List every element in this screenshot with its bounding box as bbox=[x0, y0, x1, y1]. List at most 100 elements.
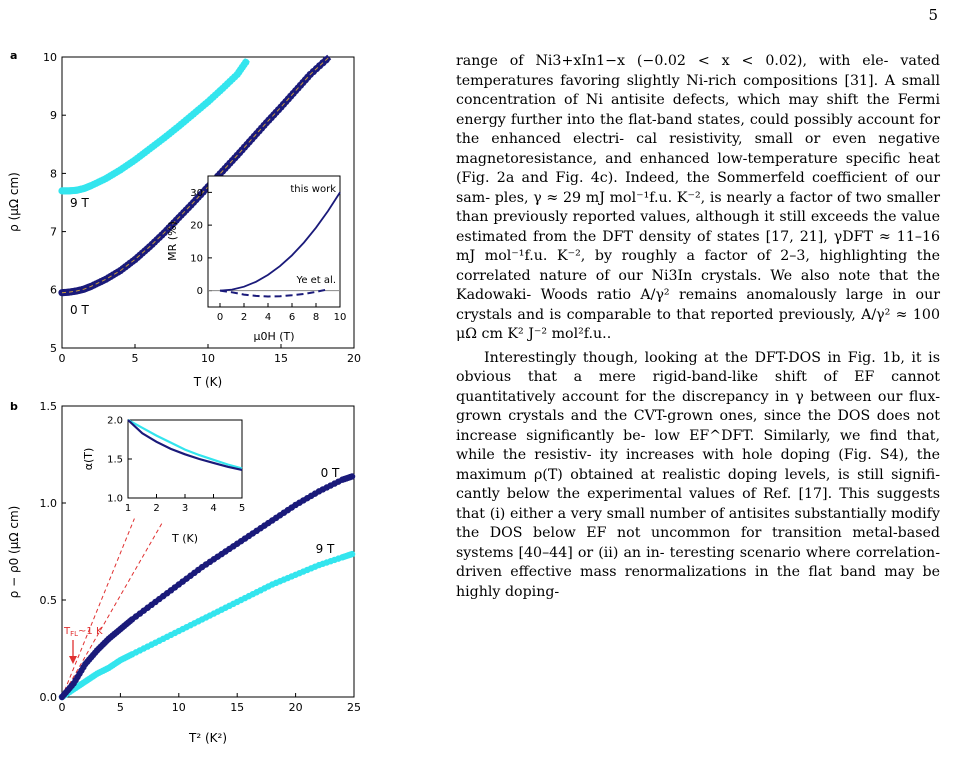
paragraph-2-line: cantly below the experimental values of … bbox=[456, 486, 877, 502]
panel-a-x-tick-label: 5 bbox=[132, 352, 139, 365]
paragraph-1-line: may shift the Fermi energy further into … bbox=[456, 92, 940, 128]
panel-a-inset-xlabel: μ0H (T) bbox=[253, 330, 294, 343]
panel-a-y-tick-label: 5 bbox=[50, 342, 57, 355]
panel-a-ylabel: ρ (μΩ cm) bbox=[7, 172, 21, 232]
paragraph-2-line: γ between our flux-grown crystals and th… bbox=[456, 388, 940, 425]
paragraph-1-line: states [17, 21], γDFT ≈ 11–16 mJ mol⁻¹f.… bbox=[456, 228, 941, 265]
panel-b-y-tick-label: 1.0 bbox=[40, 497, 58, 510]
paragraph-2-line: Interestingly though, looking at the DFT… bbox=[484, 349, 848, 366]
paragraph-1-line: vated temperatures favoring slightly Ni-… bbox=[456, 53, 940, 89]
panel-b-x-tick-label: 20 bbox=[289, 701, 303, 714]
panel-a-inset-y-tick-label: 30 bbox=[190, 188, 203, 199]
panel-a-xlabel: T (K) bbox=[193, 375, 222, 389]
panel-a-inset-x-tick-label: 4 bbox=[265, 312, 271, 323]
panel-b-0T-line bbox=[60, 473, 355, 699]
paragraph-2-line: low EF^DFT. Similarly, we find that, whi… bbox=[456, 427, 940, 464]
panel-a-y-tick-label: 9 bbox=[50, 109, 57, 122]
paragraph-2-line: EF cannot quantitatively account for the… bbox=[456, 369, 940, 405]
paragraph-2-line: renormalizations in the flat band may be… bbox=[456, 564, 941, 600]
panel-b-label: b bbox=[10, 400, 18, 413]
panel-b-inset-y-tick-label: 1.5 bbox=[107, 455, 123, 466]
paragraph-1-line: range of Ni3+xIn1−x (−0.02 < x < 0.02), … bbox=[456, 53, 901, 69]
panel-a-x-tick-label: 15 bbox=[274, 352, 288, 365]
panel-a-label-0T: 0 T bbox=[70, 303, 89, 317]
panel-a-inset-x-tick-label: 2 bbox=[241, 312, 247, 323]
paragraph-1-line: [31]. A small concentration of Ni antisi… bbox=[456, 72, 941, 109]
panel-b-label-0T: 0 T bbox=[321, 466, 340, 480]
paragraph-2-line: ρ(T) obtained at realistic doping levels… bbox=[533, 466, 940, 483]
paragraph-1: range of Ni3+xIn1−x (−0.02 < x < 0.02), … bbox=[456, 52, 940, 345]
panel-b-inset-y-tick-label: 1.0 bbox=[107, 494, 123, 505]
panel-b-inset-9T-line bbox=[127, 419, 243, 470]
panel-b-inset-x-tick-label: 4 bbox=[210, 503, 216, 514]
panel-b-inset-xlabel: T (K) bbox=[171, 532, 198, 545]
panel-b-fit-line-9T bbox=[61, 522, 163, 698]
panel-b-inset-x-tick-label: 3 bbox=[182, 503, 188, 514]
text-column: range of Ni3+xIn1−x (−0.02 < x < 0.02), … bbox=[456, 52, 940, 602]
panel-a-inset-y-tick-label: 20 bbox=[190, 221, 203, 232]
panel-b-x-tick-label: 5 bbox=[117, 701, 124, 714]
panel-b-x-tick-label: 15 bbox=[230, 701, 244, 714]
paragraph-2-line: suggests that (i) either a very small nu… bbox=[456, 486, 940, 522]
paragraph-2: Interestingly though, looking at the DFT… bbox=[456, 349, 940, 603]
paragraph-1-line: Fig. 4c). Indeed, the Sommerfeld coeffic… bbox=[456, 170, 940, 206]
paragraph-1-line: ples, γ ≈ 29 mJ mol⁻¹f.u. K⁻², is nearly… bbox=[494, 189, 887, 206]
paragraph-2-line: Fig. 1b, it is obvious that a mere rigid… bbox=[456, 349, 940, 386]
panel-b-inset-0T-line bbox=[127, 419, 243, 471]
panel-b-ylabel: ρ − ρ0 (μΩ cm) bbox=[7, 506, 21, 599]
paragraph-1-line: our Ni3In crystals. We also note that th… bbox=[456, 267, 940, 304]
panel-a-inset-x-tick-label: 6 bbox=[289, 312, 295, 323]
panel-b-x-tick-label: 0 bbox=[59, 701, 66, 714]
panel-b-label-9T: 9 T bbox=[316, 542, 335, 556]
panel-a-0T-fit bbox=[61, 56, 330, 294]
paragraph-1-line: crystals and is comparable to that repor… bbox=[456, 306, 862, 323]
paragraph-2-line: ity increases with hole doping (Fig. S4)… bbox=[456, 447, 940, 483]
panel-b-x-tick-label: 25 bbox=[347, 701, 361, 714]
panel-a-inset-ylabel: MR (%) bbox=[166, 221, 179, 261]
panel-a-inset-x-tick-label: 0 bbox=[217, 312, 223, 323]
panel-a-x-tick-label: 10 bbox=[201, 352, 215, 365]
paragraph-2-line: teresting scenario where correlation-dri… bbox=[456, 544, 940, 581]
panel-b-y-tick-label: 1.5 bbox=[40, 400, 58, 413]
panel-b-inset-x-tick-label: 1 bbox=[125, 503, 131, 514]
paragraph-1-line: and enhanced low-temperature specific he… bbox=[456, 150, 940, 187]
panel-b-inset-ylabel: α(T) bbox=[82, 448, 95, 471]
panel-a-inset-y-tick-label: 0 bbox=[197, 286, 203, 297]
panel-a-label: a bbox=[10, 49, 17, 62]
paragraph-1-line: smaller than previously reported values,… bbox=[456, 189, 941, 226]
panel-a-label-9T: 9 T bbox=[70, 196, 89, 210]
panel-a-inset-frame bbox=[207, 175, 341, 308]
panel-a-inset-label-this-work: this work bbox=[290, 184, 336, 195]
panel-a-inset-label-ye: Ye et al. bbox=[296, 275, 336, 286]
paragraph-1-line: cal resistivity, small or even negative … bbox=[456, 131, 940, 167]
panel-b-inset-x-tick-label: 5 bbox=[239, 503, 245, 514]
paragraph-2-line: for transition metal-based systems [40–4… bbox=[456, 525, 940, 561]
paragraph-1-line: exceeds the value estimated from the DFT… bbox=[456, 209, 940, 245]
panel-a-y-tick-label: 7 bbox=[50, 225, 57, 238]
panel-a-inset-y-tick-label: 10 bbox=[190, 253, 203, 264]
paragraph-2-line: substantially modify the DOS below EF no… bbox=[456, 505, 940, 542]
paragraph-1-line: Woods ratio A/γ² remains anomalously lar… bbox=[540, 287, 940, 303]
panel-b-xlabel: T² (K²) bbox=[188, 731, 227, 745]
panel-a-y-tick-label: 10 bbox=[43, 51, 57, 64]
panel-a-x-tick-label: 20 bbox=[347, 352, 361, 365]
panel-a-x-tick-label: 0 bbox=[59, 352, 66, 365]
paragraph-1-line: a factor of 2–3, highlighting the correl… bbox=[456, 248, 940, 284]
paragraph-2-line: ones, since the DOS does not increase si… bbox=[456, 408, 940, 444]
panel-b-inset-y-tick-label: 2.0 bbox=[107, 416, 123, 427]
panel-b-inset-frame bbox=[127, 419, 243, 499]
panel-a-y-tick-label: 8 bbox=[50, 167, 57, 180]
panel-b-y-tick-label: 0.0 bbox=[40, 691, 58, 704]
panel-b-tfl-label: TFL~1 K bbox=[63, 626, 103, 638]
paragraph-1-line: A/γ² ≈ 100 μΩ cm K² J⁻² mol²f.u.. bbox=[456, 306, 940, 343]
panel-b-9T-line bbox=[60, 551, 355, 700]
panel-b-x-tick-label: 10 bbox=[172, 701, 186, 714]
panel-a-inset-x-tick-label: 10 bbox=[334, 312, 347, 323]
panel-a-y-tick-label: 6 bbox=[50, 284, 57, 297]
panel-a-inset-this-work-line bbox=[219, 191, 341, 292]
panel-a-inset-ye-line bbox=[219, 288, 329, 298]
panel-a-9T-line bbox=[62, 58, 250, 194]
page-number: 5 bbox=[928, 6, 938, 24]
panel-b-y-tick-label: 0.5 bbox=[40, 594, 58, 607]
